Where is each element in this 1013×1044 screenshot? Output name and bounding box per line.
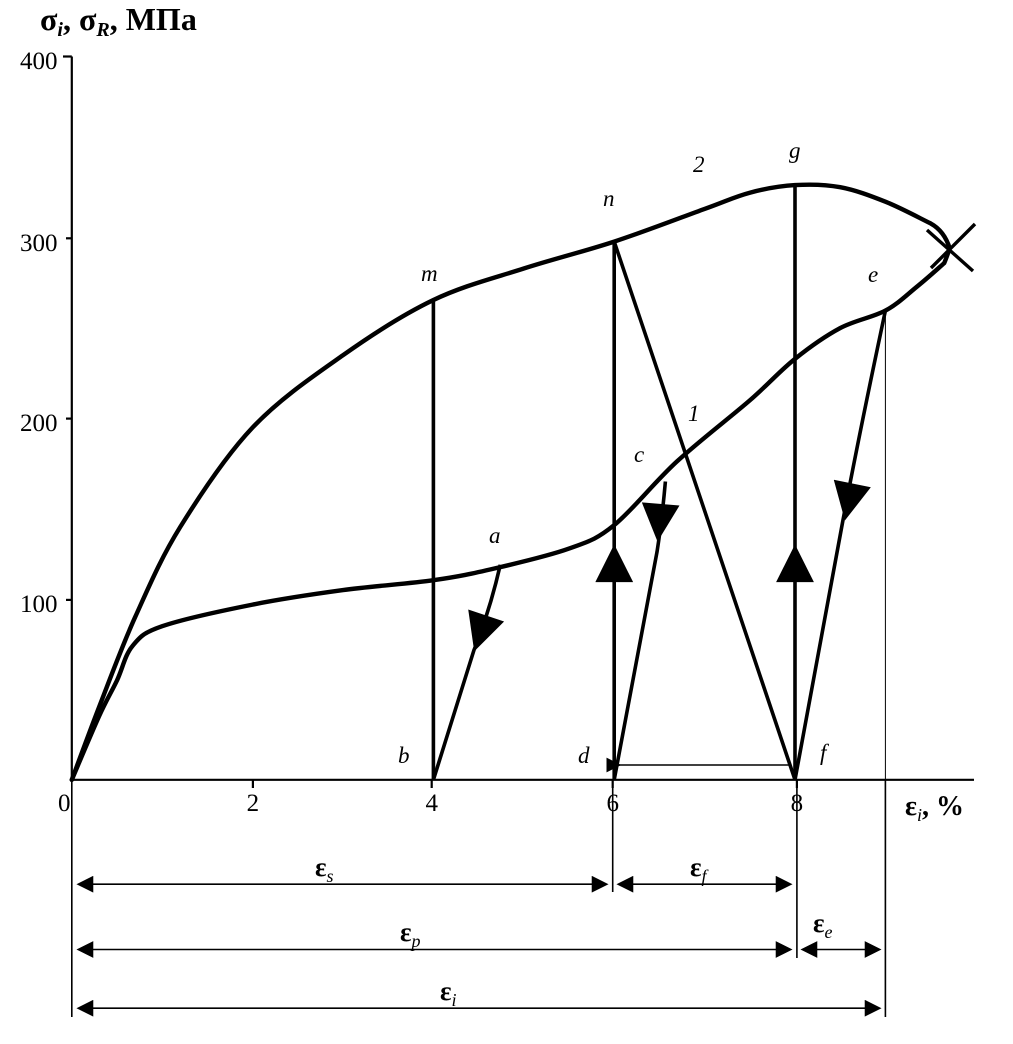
svg-text:2: 2 <box>247 790 260 817</box>
svg-text:0: 0 <box>58 790 71 817</box>
svg-text:εi, %: εi, % <box>905 791 964 825</box>
svg-text:εs: εs <box>315 852 334 886</box>
svg-text:εe: εe <box>813 908 833 942</box>
svg-text:300: 300 <box>20 230 58 257</box>
svg-text:1: 1 <box>688 401 700 426</box>
svg-text:εp: εp <box>400 917 421 951</box>
svg-text:200: 200 <box>20 410 58 437</box>
svg-text:c: c <box>634 442 644 467</box>
svg-text:n: n <box>603 186 615 211</box>
svg-text:εf: εf <box>690 852 710 886</box>
svg-text:d: d <box>578 743 590 768</box>
svg-text:e: e <box>868 262 878 287</box>
svg-text:εi: εi <box>440 976 457 1010</box>
svg-text:a: a <box>489 523 501 548</box>
svg-text:2: 2 <box>693 152 705 177</box>
svg-text:g: g <box>789 138 801 163</box>
svg-text:4: 4 <box>425 790 438 817</box>
svg-text:m: m <box>421 261 438 286</box>
svg-text:f: f <box>820 740 830 765</box>
svg-text:b: b <box>398 743 410 768</box>
svg-text:100: 100 <box>20 591 58 618</box>
svg-text:σi, σR, МПa: σi, σR, МПa <box>40 1 197 41</box>
svg-text:400: 400 <box>20 48 58 75</box>
